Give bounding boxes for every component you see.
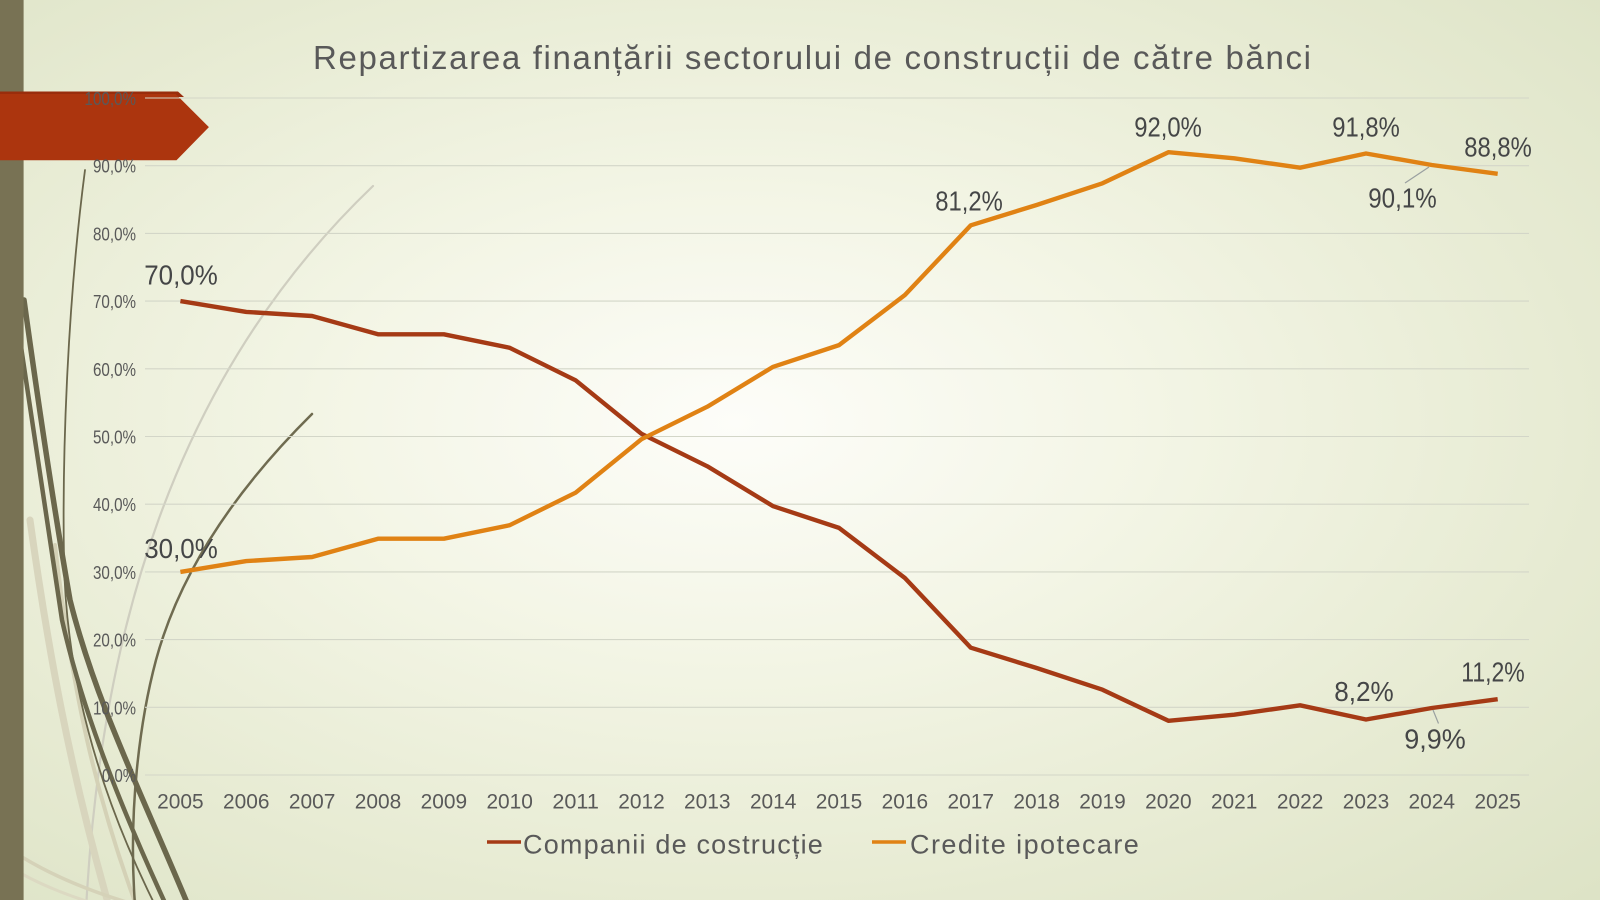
svg-text:40,0%: 40,0% bbox=[93, 495, 136, 515]
svg-text:2015: 2015 bbox=[816, 790, 863, 814]
svg-text:2014: 2014 bbox=[750, 790, 797, 814]
svg-text:91,8%: 91,8% bbox=[1332, 112, 1400, 143]
svg-text:2020: 2020 bbox=[1145, 790, 1192, 814]
svg-text:2016: 2016 bbox=[882, 790, 929, 814]
svg-text:70,0%: 70,0% bbox=[144, 260, 218, 291]
svg-text:30,0%: 30,0% bbox=[144, 533, 218, 564]
svg-text:Repartizarea finanțării sector: Repartizarea finanțării sectorului de co… bbox=[313, 39, 1311, 76]
svg-text:10,0%: 10,0% bbox=[93, 698, 136, 718]
svg-text:92,0%: 92,0% bbox=[1134, 112, 1202, 143]
svg-text:2013: 2013 bbox=[684, 790, 731, 814]
svg-text:2007: 2007 bbox=[289, 790, 336, 814]
svg-text:50,0%: 50,0% bbox=[93, 428, 136, 448]
svg-text:2012: 2012 bbox=[618, 790, 665, 814]
svg-text:20,0%: 20,0% bbox=[93, 631, 136, 651]
svg-text:2011: 2011 bbox=[552, 790, 599, 814]
svg-text:2018: 2018 bbox=[1013, 790, 1060, 814]
svg-text:2024: 2024 bbox=[1409, 790, 1456, 814]
svg-text:90,1%: 90,1% bbox=[1368, 183, 1437, 214]
svg-text:30,0%: 30,0% bbox=[93, 563, 136, 583]
svg-text:0,0%: 0,0% bbox=[102, 766, 136, 786]
svg-text:8,2%: 8,2% bbox=[1334, 676, 1394, 707]
svg-text:2025: 2025 bbox=[1474, 790, 1521, 814]
svg-text:2008: 2008 bbox=[355, 790, 402, 814]
svg-text:81,2%: 81,2% bbox=[935, 186, 1003, 217]
svg-text:2017: 2017 bbox=[948, 790, 995, 814]
svg-text:2009: 2009 bbox=[421, 790, 468, 814]
svg-text:100,0%: 100,0% bbox=[85, 89, 137, 109]
svg-text:Companii de costrucție: Companii de costrucție bbox=[523, 830, 824, 860]
svg-text:88,8%: 88,8% bbox=[1464, 132, 1532, 163]
svg-text:60,0%: 60,0% bbox=[93, 360, 136, 380]
svg-text:2022: 2022 bbox=[1277, 790, 1324, 814]
svg-text:90,0%: 90,0% bbox=[93, 157, 136, 177]
svg-text:80,0%: 80,0% bbox=[93, 224, 136, 244]
svg-text:Credite ipotecare: Credite ipotecare bbox=[910, 830, 1140, 860]
svg-text:2023: 2023 bbox=[1343, 790, 1390, 814]
svg-text:11,2%: 11,2% bbox=[1461, 657, 1525, 688]
svg-text:2006: 2006 bbox=[223, 790, 270, 814]
svg-text:2021: 2021 bbox=[1211, 790, 1258, 814]
svg-text:70,0%: 70,0% bbox=[93, 292, 136, 312]
svg-text:2019: 2019 bbox=[1079, 790, 1126, 814]
svg-text:9,9%: 9,9% bbox=[1404, 724, 1466, 755]
svg-text:2010: 2010 bbox=[486, 790, 533, 814]
svg-text:2005: 2005 bbox=[157, 790, 204, 814]
